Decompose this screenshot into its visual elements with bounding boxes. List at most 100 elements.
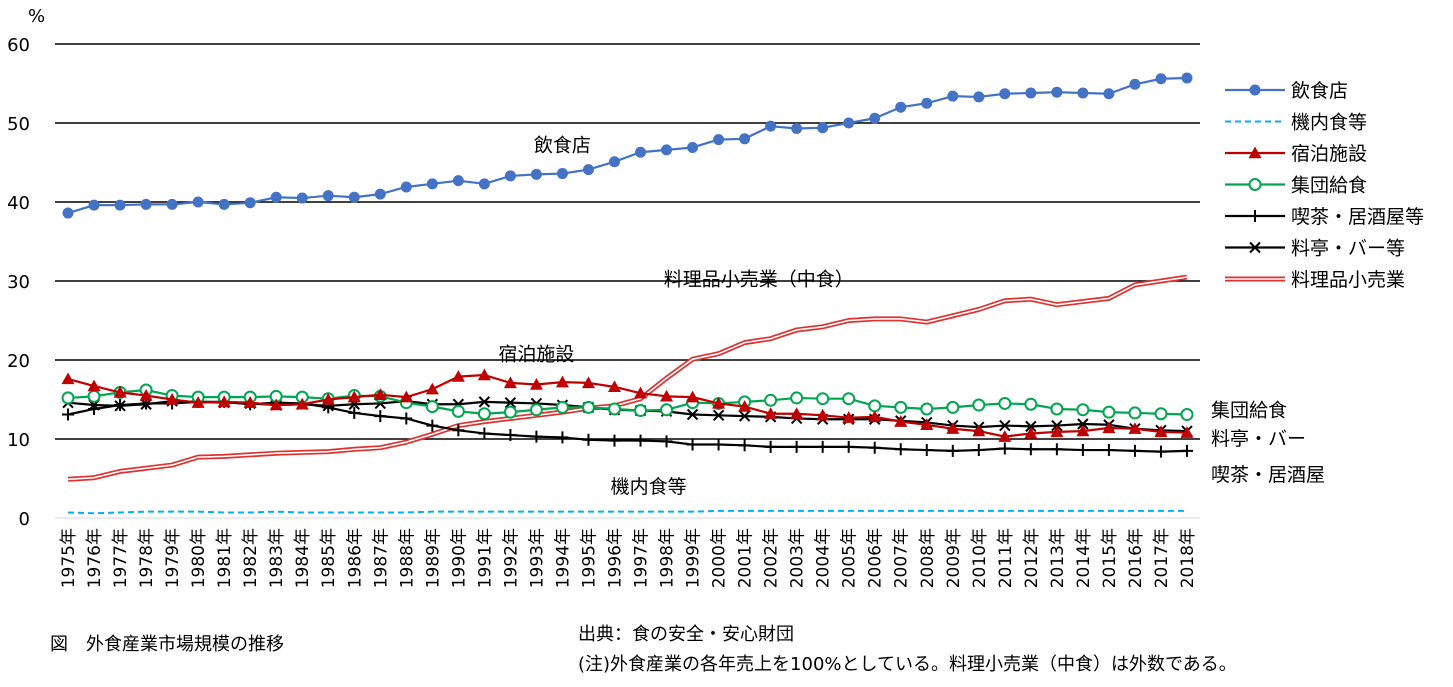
- data-point: [530, 430, 543, 443]
- data-point: [1248, 178, 1262, 191]
- data-point: [504, 396, 517, 409]
- data-point: [140, 398, 152, 410]
- x-tick-label: 2017年: [1152, 528, 1172, 588]
- data-point: [321, 393, 335, 405]
- x-tick-label: 2010年: [970, 528, 990, 588]
- data-point: [399, 390, 413, 403]
- legend-label: 喫茶・居酒屋等: [1291, 206, 1424, 228]
- data-point: [1051, 86, 1063, 98]
- x-tick-label: 2012年: [1022, 528, 1042, 588]
- x-tick-label: 1977年: [111, 528, 131, 588]
- data-point: [739, 133, 751, 145]
- x-tick-label: 1975年: [59, 528, 79, 588]
- data-point: [1050, 402, 1064, 416]
- data-point: [1102, 405, 1116, 419]
- data-point: [529, 403, 543, 417]
- data-point: [816, 440, 829, 453]
- data-point: [1181, 72, 1193, 84]
- x-tick-label: 1991年: [475, 528, 495, 588]
- data-point: [581, 400, 595, 414]
- x-tick-label: 1987年: [371, 528, 391, 588]
- data-point: [999, 88, 1011, 100]
- data-point: [661, 144, 673, 156]
- data-point: [738, 439, 751, 452]
- data-point: [764, 407, 778, 419]
- data-point: [425, 382, 439, 395]
- series-1: [62, 72, 1193, 219]
- data-point: [426, 178, 438, 190]
- data-point: [634, 386, 648, 399]
- data-point: [946, 400, 960, 414]
- data-point: [946, 444, 959, 457]
- x-tick-label: 2004年: [814, 528, 834, 588]
- data-point: [1024, 426, 1038, 439]
- data-point: [972, 398, 986, 412]
- data-point: [165, 393, 179, 405]
- data-point: [817, 122, 829, 134]
- series-3: [61, 368, 1194, 442]
- data-point: [61, 372, 75, 385]
- data-point: [503, 405, 517, 419]
- x-tick-label: 1978年: [137, 528, 157, 588]
- annotation-label: 機内食等: [611, 476, 687, 498]
- legend-item: 機内食等: [1225, 112, 1367, 134]
- legend-label: 飲食店: [1291, 80, 1348, 102]
- data-point: [478, 178, 490, 190]
- data-point: [1154, 407, 1168, 421]
- data-point: [1025, 87, 1037, 99]
- data-point: [608, 156, 620, 168]
- x-tick-label: 2016年: [1126, 528, 1146, 588]
- data-point: [1103, 88, 1115, 100]
- x-tick-label: 1998年: [658, 528, 678, 588]
- data-point: [556, 168, 568, 180]
- legend-label: 料理品小売業: [1291, 269, 1405, 291]
- data-point: [1180, 426, 1194, 438]
- data-point: [607, 380, 621, 393]
- data-point: [582, 164, 594, 176]
- data-point: [1180, 408, 1194, 422]
- data-point: [738, 400, 752, 412]
- data-point: [1077, 87, 1089, 99]
- data-point: [1076, 403, 1090, 417]
- data-point: [998, 396, 1012, 410]
- data-point: [1154, 425, 1168, 438]
- data-point: [608, 434, 621, 447]
- data-point: [998, 442, 1011, 455]
- x-tick-label: 1980年: [189, 528, 209, 588]
- data-point: [921, 97, 933, 109]
- y-axis-unit-label: %: [28, 6, 45, 27]
- data-point: [348, 406, 361, 419]
- data-point: [295, 397, 309, 410]
- x-tick-label: 2013年: [1048, 528, 1068, 588]
- data-point: [868, 410, 882, 423]
- data-point: [1076, 424, 1090, 437]
- data-point: [791, 123, 803, 135]
- data-point: [973, 91, 985, 103]
- data-point: [217, 395, 231, 408]
- data-point: [1128, 406, 1142, 420]
- data-point: [660, 403, 674, 417]
- data-point: [373, 388, 387, 400]
- data-point: [374, 188, 386, 200]
- data-point: [452, 175, 464, 187]
- data-point: [244, 197, 256, 209]
- data-point: [582, 433, 595, 446]
- data-point: [451, 370, 465, 382]
- data-point: [895, 101, 907, 113]
- x-tick-label: 2001年: [736, 528, 756, 588]
- data-point: [348, 191, 360, 203]
- data-point: [634, 434, 647, 447]
- data-point: [868, 441, 881, 454]
- series-line: [67, 509, 1187, 515]
- source-note: 出典：食の安全・安心財団: [578, 624, 794, 645]
- data-point: [1180, 444, 1193, 457]
- data-point: [1024, 443, 1037, 456]
- data-point: [607, 402, 621, 416]
- x-tick-label: 1985年: [319, 528, 339, 588]
- legend-label: 機内食等: [1291, 112, 1367, 134]
- legend-label: 宿泊施設: [1291, 143, 1367, 165]
- x-tick-label: 1988年: [397, 528, 417, 588]
- data-point: [530, 168, 542, 180]
